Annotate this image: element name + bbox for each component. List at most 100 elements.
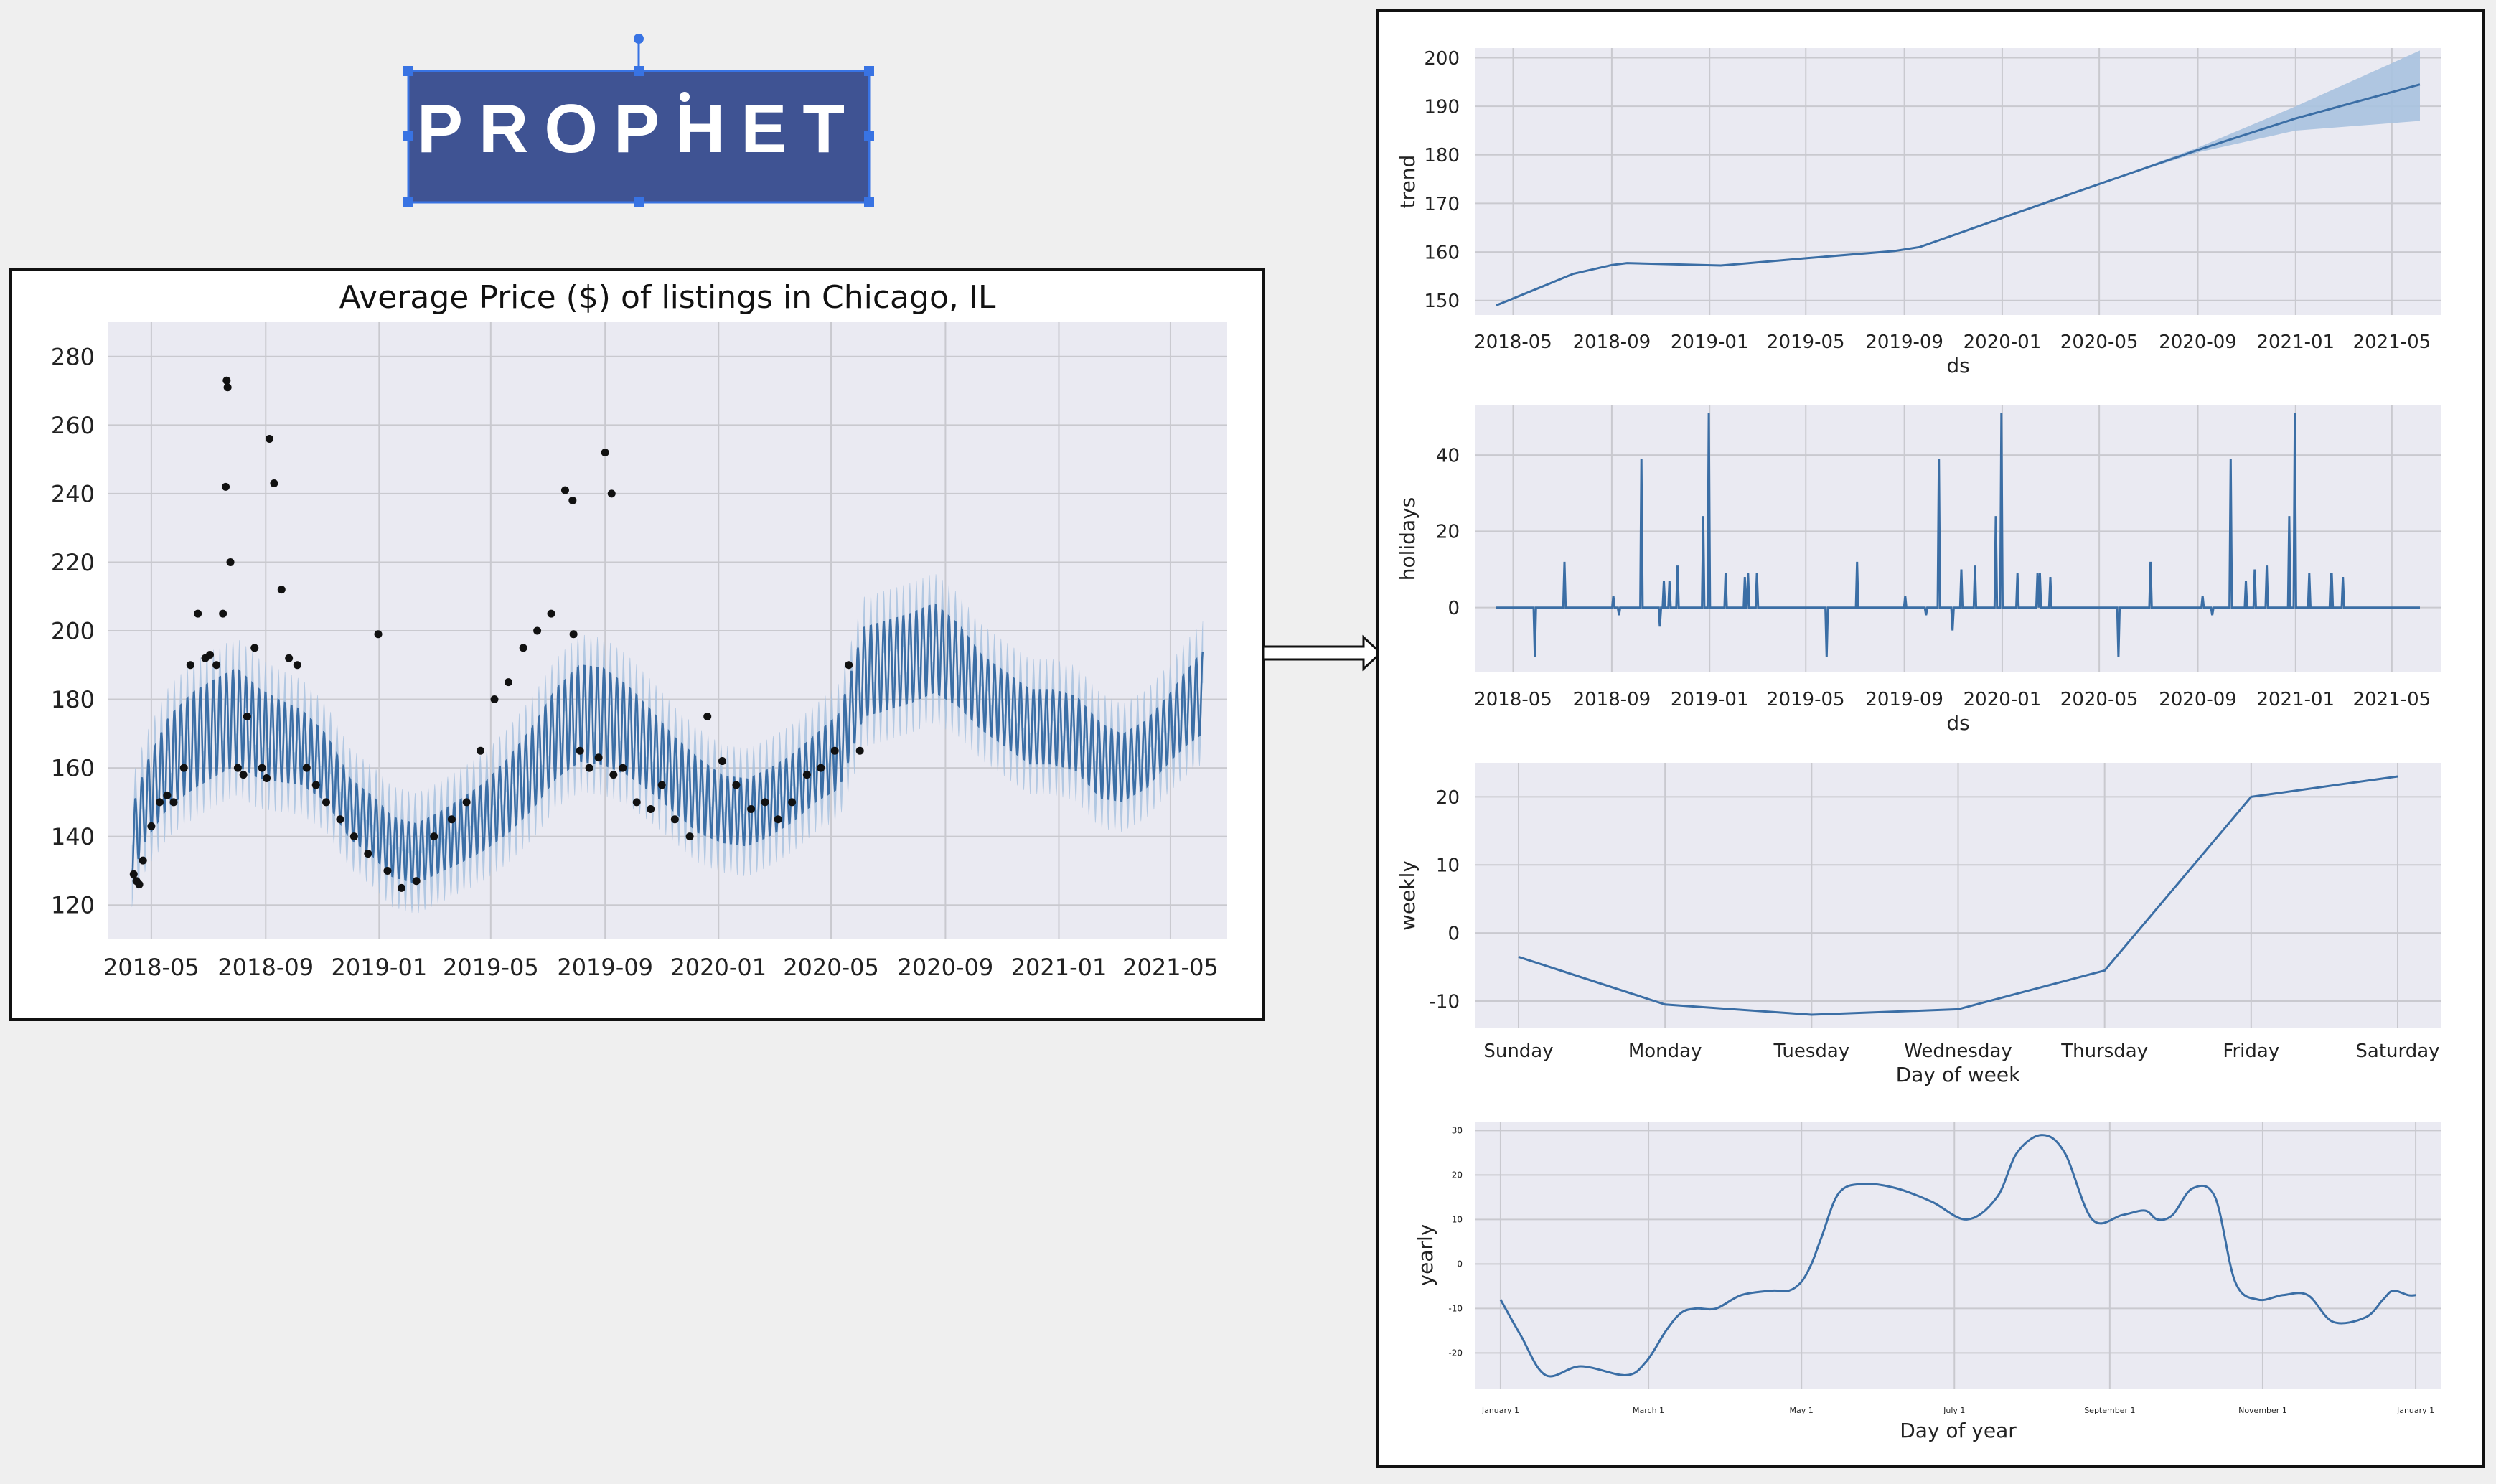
yearly-y-tick-label: 10: [1452, 1215, 1463, 1225]
observed-point: [477, 746, 485, 755]
observed-point: [219, 609, 227, 618]
trend-line: [1496, 83, 2421, 306]
weekly-x-tick-label: Sunday: [1483, 1041, 1553, 1062]
observed-point: [761, 798, 769, 807]
observed-point: [533, 626, 542, 635]
observed-point: [239, 771, 248, 779]
weekly-x-tick-label: Saturday: [2355, 1041, 2439, 1062]
forecast-y-tick-label: 140: [51, 823, 95, 850]
forecast-y-tick-label: 220: [51, 549, 95, 576]
yearly-x-tick-label: March 1: [1633, 1406, 1664, 1415]
trend-y-tick-label: 180: [1424, 145, 1460, 166]
weekly-y-tick-label: -10: [1430, 991, 1460, 1013]
holidays-x-tick-label: 2020-09: [2159, 689, 2237, 710]
components-chart-frame[interactable]: 150 160 170 180 190 200 2018-05 2018-09 2019-01 2…: [1376, 9, 2485, 1468]
observed-point: [293, 661, 301, 670]
yearly-x-tick-label: September 1: [2084, 1406, 2135, 1415]
observed-point: [747, 804, 756, 813]
holidays-x-axis-label: ds: [1946, 711, 1969, 735]
observed-point: [226, 558, 235, 566]
weekly-y-tick-label: 20: [1436, 787, 1460, 809]
forecast-x-tick-label: 2020-05: [783, 954, 879, 981]
observed-point: [322, 798, 330, 807]
forecast-x-tick-label: 2019-09: [557, 954, 653, 981]
observed-point: [169, 798, 178, 807]
trend-plot-area: [1475, 48, 2441, 315]
observed-point: [732, 781, 741, 789]
observed-point: [311, 781, 320, 789]
resize-handle-r[interactable]: [864, 131, 874, 141]
resize-handle-b[interactable]: [634, 197, 644, 207]
observed-point: [788, 798, 797, 807]
observed-point: [647, 804, 655, 813]
forecast-title: Average Price ($) of listings in Chicago…: [339, 279, 996, 316]
observed-point: [139, 856, 147, 865]
weekly-x-tick-label: Monday: [1628, 1041, 1702, 1062]
observed-point: [233, 764, 242, 772]
forecast-y-tick-label: 240: [51, 480, 95, 507]
weekly-x-tick-label: Thursday: [2060, 1041, 2148, 1062]
forecast-x-tick-label: 2020-09: [898, 954, 994, 981]
observed-point: [186, 661, 194, 670]
weekly-line: [1518, 775, 2398, 1016]
holidays-plot-area: [1475, 405, 2441, 672]
observed-point: [601, 449, 609, 457]
resize-handle-tr[interactable]: [864, 66, 874, 76]
holidays-y-axis-label: holidays: [1396, 497, 1420, 581]
trend-x-tick-label: 2019-05: [1767, 332, 1845, 353]
prophet-logo-selection[interactable]: PROPHET: [395, 29, 883, 215]
weekly-y-tick-label: 10: [1436, 855, 1460, 877]
weekly-x-tick-label: Wednesday: [1904, 1041, 2012, 1062]
forecast-chart: Average Price ($) of listings in Chicago…: [51, 279, 1227, 981]
yearly-x-axis-label: Day of year: [1900, 1419, 2017, 1442]
holidays-x-tick-label: 2020-05: [2060, 689, 2139, 710]
observed-point: [206, 650, 215, 659]
yearly-y-tick-label: 0: [1457, 1259, 1463, 1269]
forecast-x-tick-label: 2019-05: [443, 954, 539, 981]
holidays-x-tick-label: 2019-09: [1865, 689, 1943, 710]
forecast-line: [131, 603, 1204, 884]
observed-point: [302, 764, 311, 772]
observed-point: [263, 774, 271, 782]
observed-point: [547, 609, 555, 618]
trend-y-axis-label: trend: [1396, 155, 1420, 209]
logo-dot: [680, 92, 690, 102]
resize-handle-t[interactable]: [634, 66, 644, 76]
forecast-x-tick-label: 2021-01: [1011, 954, 1107, 981]
observed-point: [374, 630, 383, 639]
yearly-line: [1499, 1134, 2416, 1378]
trend-y-tick-label: 190: [1424, 97, 1460, 118]
observed-point: [685, 832, 694, 841]
forecast-chart-frame[interactable]: Average Price ($) of listings in Chicago…: [9, 268, 1265, 1021]
right-arrow-icon[interactable]: [1262, 631, 1384, 675]
holidays-x-tick-label: 2021-01: [2256, 689, 2335, 710]
observed-point: [569, 630, 578, 639]
prophet-logo[interactable]: PROPHET: [395, 29, 883, 215]
resize-handle-tl[interactable]: [403, 66, 413, 76]
observed-point: [270, 479, 278, 488]
observed-point: [364, 850, 372, 858]
holidays-y-tick-label: 0: [1448, 598, 1460, 619]
observed-point: [607, 489, 616, 498]
resize-handle-bl[interactable]: [403, 197, 413, 207]
trend-x-tick-label: 2021-01: [2256, 332, 2335, 353]
observed-point: [179, 764, 188, 772]
observed-point: [222, 482, 230, 491]
rotate-handle[interactable]: [634, 34, 644, 44]
yearly-x-tick-label: January 1: [1481, 1406, 1519, 1415]
observed-point: [845, 661, 853, 670]
observed-point: [594, 753, 603, 762]
observed-point: [412, 877, 421, 886]
trend-y-tick-label: 150: [1424, 291, 1460, 312]
observed-point: [265, 434, 273, 443]
observed-point: [336, 815, 344, 824]
resize-handle-l[interactable]: [403, 131, 413, 141]
observed-point: [243, 712, 251, 720]
yearly-x-tick-label: November 1: [2238, 1406, 2287, 1415]
resize-handle-br[interactable]: [864, 197, 874, 207]
observed-point: [258, 764, 266, 772]
observed-point: [156, 798, 164, 807]
trend-x-tick-label: 2020-09: [2159, 332, 2237, 353]
trend-x-tick-label: 2019-09: [1865, 332, 1943, 353]
